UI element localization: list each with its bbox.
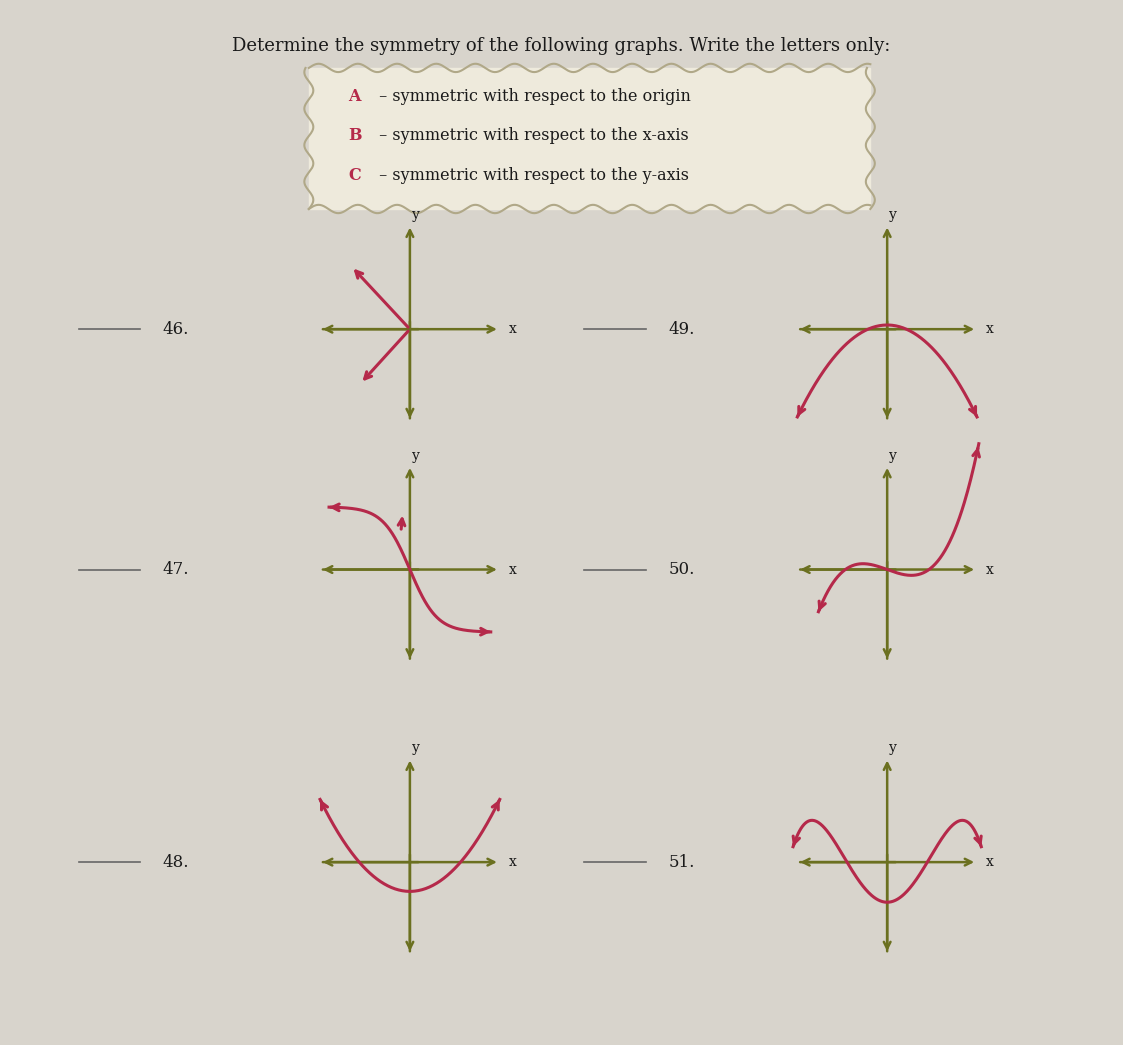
Text: x: x: [509, 322, 517, 336]
Text: 50.: 50.: [668, 561, 694, 578]
Text: – symmetric with respect to the origin: – symmetric with respect to the origin: [374, 88, 691, 104]
Text: x: x: [986, 322, 994, 336]
Text: 51.: 51.: [668, 854, 694, 870]
Text: 49.: 49.: [668, 321, 694, 338]
Text: 47.: 47.: [163, 561, 190, 578]
Text: – symmetric with respect to the x-axis: – symmetric with respect to the x-axis: [374, 127, 688, 144]
Text: C: C: [348, 167, 360, 184]
Bar: [309, 68, 870, 209]
Text: x: x: [509, 855, 517, 869]
Text: y: y: [411, 448, 420, 463]
Text: y: y: [888, 448, 897, 463]
Text: Determine the symmetry of the following graphs. Write the letters only:: Determine the symmetry of the following …: [232, 37, 891, 54]
Text: x: x: [986, 855, 994, 869]
Text: 48.: 48.: [163, 854, 190, 870]
Text: y: y: [888, 208, 897, 223]
Text: – symmetric with respect to the y-axis: – symmetric with respect to the y-axis: [374, 167, 688, 184]
Text: B: B: [348, 127, 362, 144]
Text: x: x: [986, 562, 994, 577]
Text: y: y: [411, 208, 420, 223]
Text: A: A: [348, 88, 360, 104]
Text: x: x: [509, 562, 517, 577]
Text: y: y: [888, 741, 897, 756]
Text: y: y: [411, 741, 420, 756]
Text: 46.: 46.: [163, 321, 189, 338]
